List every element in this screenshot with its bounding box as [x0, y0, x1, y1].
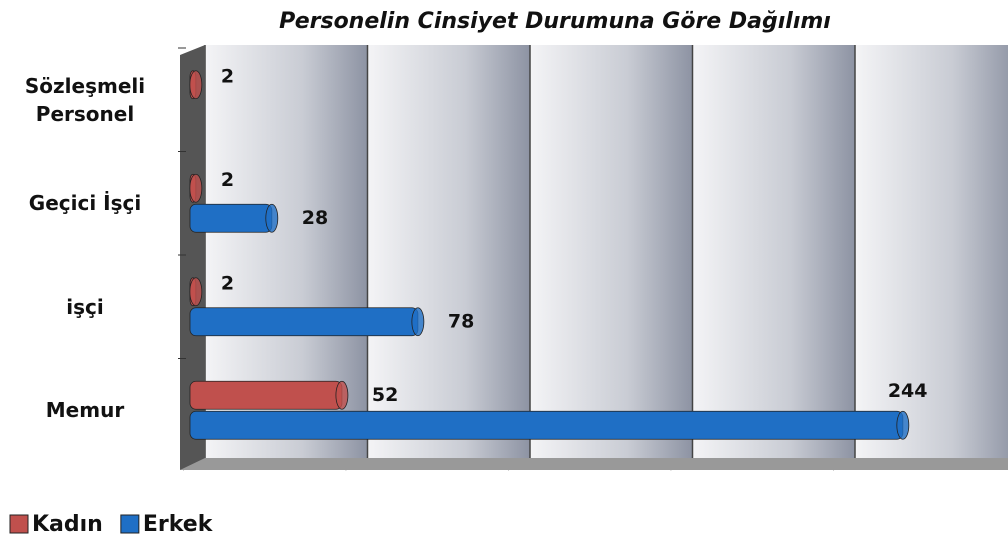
bar-cap	[896, 410, 910, 440]
data-label: 52	[372, 384, 398, 406]
y-tick-label: Sözleşmeli Personel	[24, 73, 146, 126]
wall-panel	[530, 45, 693, 458]
legend-label: Erkek	[143, 512, 214, 537]
y-tick-label: Geçici İşçi	[28, 191, 142, 216]
bar	[189, 307, 419, 337]
data-label: 2	[221, 272, 234, 294]
data-label: 2	[221, 65, 234, 87]
bar-cap	[265, 203, 279, 233]
bar-cap	[189, 277, 203, 307]
bar-cap	[335, 380, 349, 410]
data-label: 2	[221, 169, 234, 191]
side-wall	[180, 45, 205, 470]
data-label: 28	[302, 207, 328, 229]
bar-cap	[411, 307, 425, 337]
bar	[189, 410, 904, 440]
data-label: 244	[888, 380, 928, 402]
y-tick-label: Memur	[45, 398, 125, 423]
bar	[189, 380, 343, 410]
legend-label: Kadın	[32, 512, 103, 537]
wall-panel	[855, 45, 1008, 458]
chart-title: Personelin Cinsiyet Durumuna Göre Dağılı…	[279, 9, 831, 34]
legend-swatch	[9, 514, 29, 534]
y-tick-label: işçi	[66, 294, 104, 319]
bar-cap	[189, 173, 203, 203]
wall-panel	[367, 45, 530, 458]
back-wall	[182, 45, 1008, 471]
data-label: 78	[448, 310, 474, 332]
legend-swatch	[120, 514, 140, 534]
bar-cap	[189, 70, 203, 100]
wall-panel	[692, 45, 855, 458]
bar	[189, 203, 273, 233]
floor	[180, 458, 1008, 470]
